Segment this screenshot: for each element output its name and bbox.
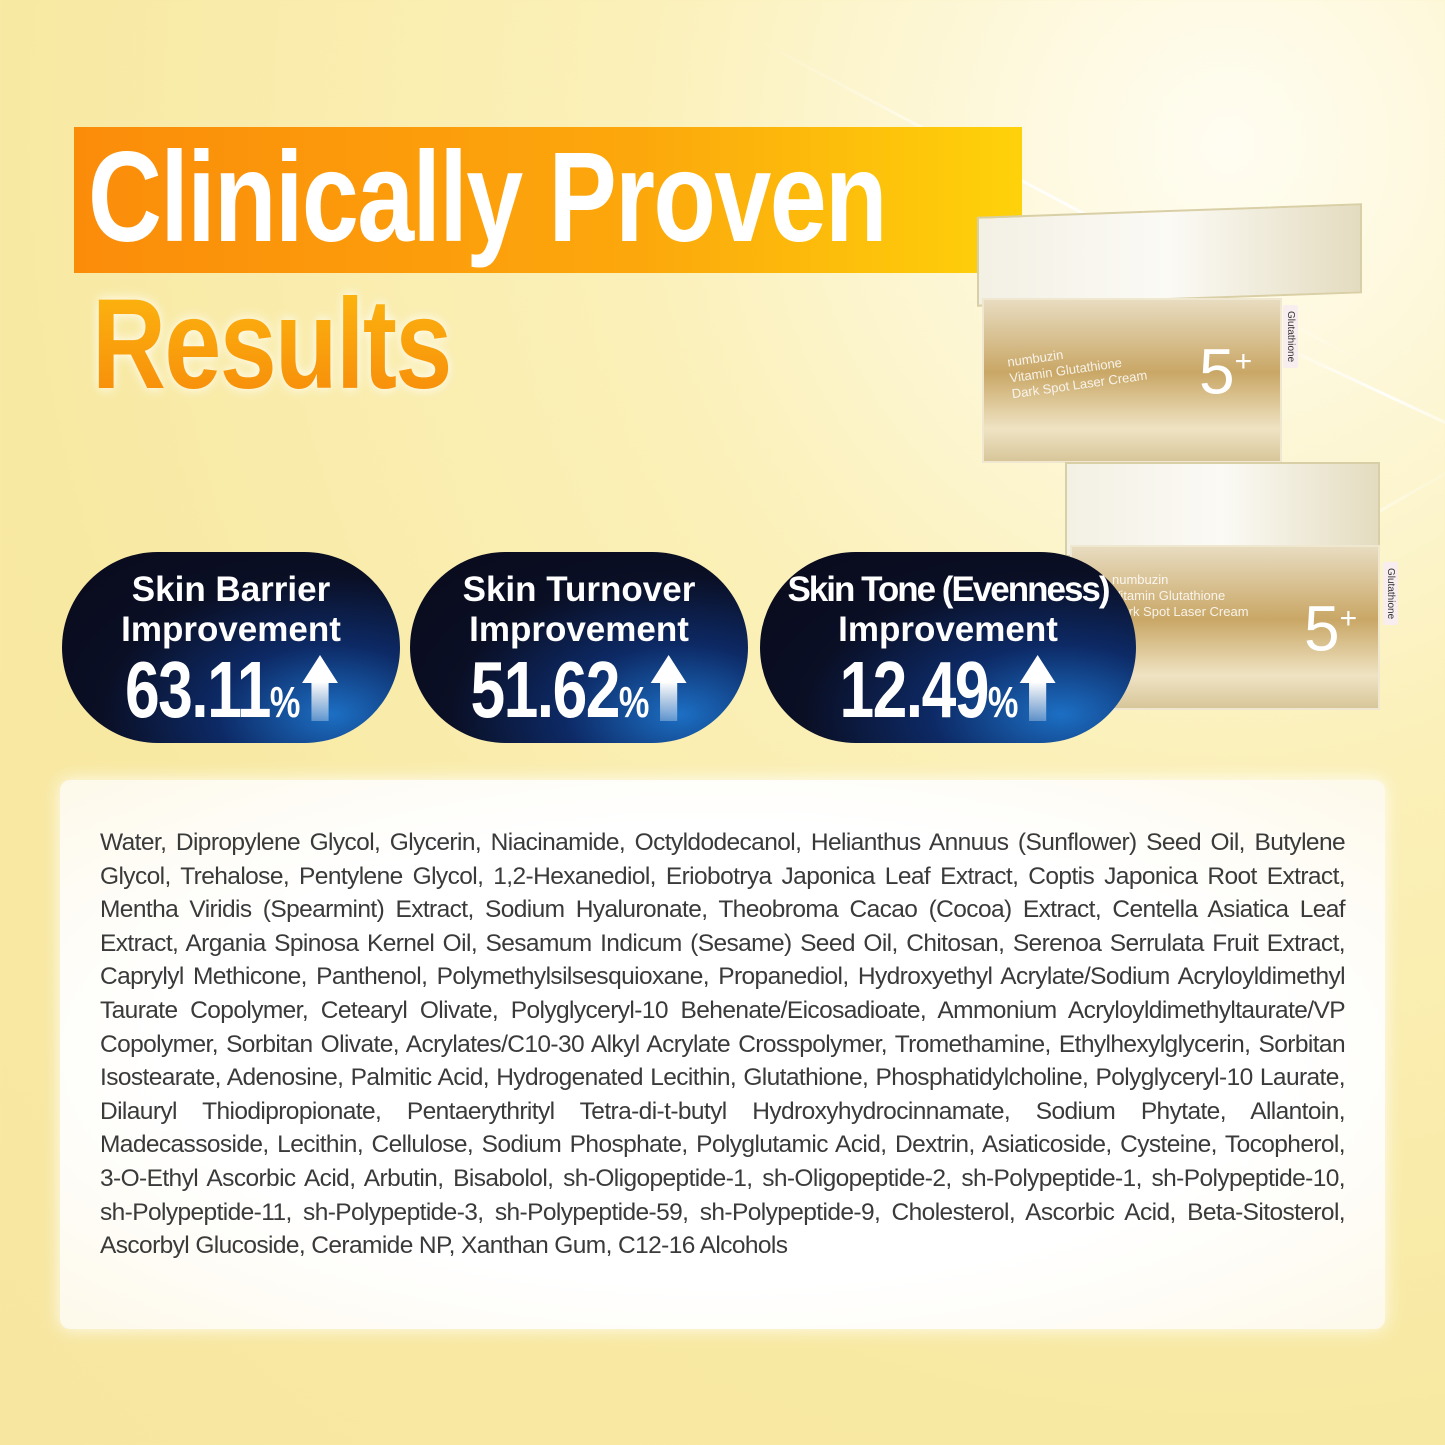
- page-title: Clinically Proven: [88, 126, 888, 269]
- arrow-up-icon: [651, 655, 688, 721]
- stat-value: 51.62: [470, 645, 621, 734]
- stat-badge-skin-tone: Skin Tone (Evenness) Improvement 12.49%: [760, 552, 1136, 743]
- stat-value: 12.49: [839, 645, 990, 734]
- arrow-up-icon: [1020, 655, 1057, 721]
- ingredients-panel: [60, 780, 1385, 1329]
- stat-value: 63.11: [124, 645, 271, 734]
- product-tag: Glutathione: [1283, 305, 1298, 369]
- page-subtitle: Results: [92, 273, 452, 416]
- stat-badge-skin-barrier: Skin Barrier Improvement 63.11%: [62, 552, 400, 743]
- stat-badge-skin-turnover: Skin Turnover Improvement 51.62%: [410, 552, 748, 743]
- title-highlight-bar: [74, 127, 1022, 273]
- ingredients-list: Water, Dipropylene Glycol, Glycerin, Nia…: [100, 829, 1346, 1260]
- arrow-up-icon: [301, 655, 338, 721]
